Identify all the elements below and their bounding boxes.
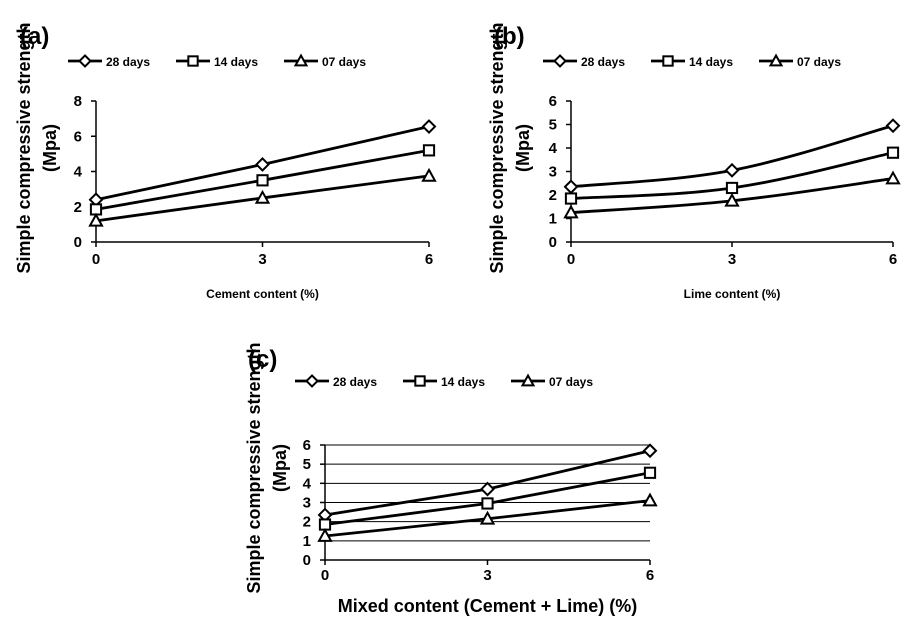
data-point-triangle [724,192,740,207]
legend-label: 28 days [106,55,150,69]
y-axis-label: Simple compressive strength [487,22,507,273]
x-tick-label: 0 [567,251,575,268]
data-point-triangle [421,167,437,182]
x-tick-label: 0 [321,567,329,584]
y-tick-label: 3 [303,495,311,512]
x-axis-label: Cement content (%) [206,287,319,301]
data-point-triangle [88,212,104,227]
panel-label: (a) [20,23,49,50]
legend-marker-diamond [553,54,567,68]
data-point-triangle [642,492,658,507]
legend-marker-triangle [768,53,784,67]
y-tick-label: 0 [303,552,311,569]
y-tick-label: 0 [74,234,82,251]
legend-marker-diamond [78,54,92,68]
legend-label: 28 days [581,55,625,69]
legend-label: 28 days [333,375,377,389]
data-point-triangle [479,510,496,525]
y-axis-label: Simple compressive strength [14,22,34,273]
legend-marker-triangle [520,373,536,387]
legend-label: 07 days [797,55,841,69]
data-point-square [886,146,900,159]
y-tick-label: 1 [549,211,557,228]
x-tick-label: 6 [889,251,897,268]
data-point-diamond [724,162,740,178]
x-axis-label: Lime content (%) [684,287,781,301]
legend-label: 14 days [441,375,485,389]
legend-label: 14 days [689,55,733,69]
y-tick-label: 2 [549,187,557,204]
data-point-diamond [885,118,901,134]
y-tick-label: 4 [303,475,312,492]
y-tick-label: 8 [74,93,82,110]
y-tick-label: 4 [74,164,83,181]
legend-label: 07 days [322,55,366,69]
y-tick-label: 5 [303,456,311,473]
data-point-triangle [885,170,901,185]
y-axis-label: Simple compressive strength [244,342,264,593]
data-point-triangle [254,189,271,204]
data-point-square [256,174,269,187]
data-point-triangle [317,527,333,542]
data-point-diamond [642,443,658,459]
legend-label: 07 days [549,375,593,389]
data-point-square [725,181,739,195]
y-axis-unit-label: (Mpa) [40,124,60,172]
y-tick-label: 4 [549,140,558,157]
data-point-square [643,466,657,479]
legend-label: 14 days [214,55,258,69]
y-tick-label: 5 [549,117,557,134]
y-axis-unit-label: (Mpa) [513,124,533,172]
data-point-square [422,144,436,157]
legend-marker-square [414,375,426,387]
y-tick-label: 1 [303,533,311,550]
panel-b: (b)Simple compressive strength (Mpa) 0 1 2 3 4… [487,22,901,301]
legend-marker-square [662,55,674,67]
data-point-square [564,192,578,205]
y-tick-label: 6 [74,128,82,145]
x-tick-label: 0 [92,251,100,268]
data-point-diamond [421,119,437,134]
x-axis-label: Mixed content (Cement + Lime) (%) [338,596,638,616]
data-point-diamond [255,157,270,172]
x-tick-label: 3 [728,251,736,268]
y-tick-label: 0 [549,234,557,251]
legend-marker-square [187,55,199,67]
data-point-diamond [480,481,495,497]
panel-a: (a)Simple compressive strength (Mpa) 0 2 4 6 8… [14,22,437,301]
y-tick-label: 2 [303,514,311,531]
data-point-square [481,497,494,510]
y-tick-label: 6 [549,93,557,110]
y-tick-label: 2 [74,199,82,216]
data-point-diamond [563,179,579,195]
x-tick-label: 6 [646,567,654,584]
y-tick-label: 6 [303,437,311,454]
data-point-triangle [563,204,579,219]
panel-label: (c) [248,346,277,373]
x-tick-label: 3 [483,567,491,584]
y-axis-unit-label: (Mpa) [270,444,290,492]
x-tick-label: 3 [258,251,266,268]
x-tick-label: 6 [425,251,433,268]
panel-label: (b) [494,23,525,50]
y-tick-label: 3 [549,164,557,181]
legend-marker-triangle [293,53,309,67]
legend-marker-diamond [305,374,319,388]
panel-c: (c)Simple compressive strength (Mpa)01234… [244,342,658,616]
